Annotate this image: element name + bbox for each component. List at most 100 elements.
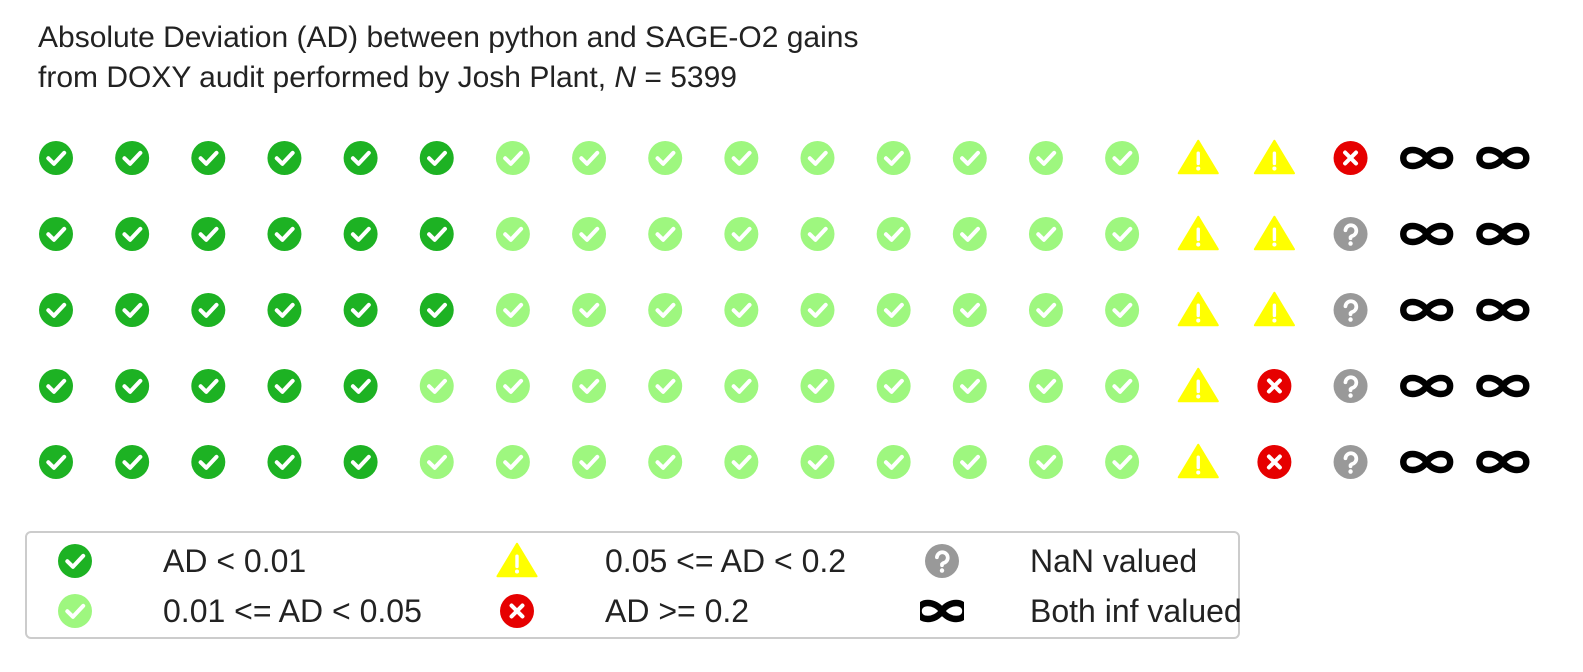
legend-entry-inf: Both inf valued: [920, 591, 1242, 631]
waffle-cell-lt_005: [1028, 369, 1063, 403]
waffle-cell-lt_001: [343, 445, 378, 479]
waffle-cell-lt_005: [800, 369, 835, 403]
waffle-cell-nan: [1333, 217, 1368, 251]
waffle-cell-ge_02: [1333, 141, 1368, 175]
legend-entry-nan: NaN valued: [920, 541, 1197, 581]
waffle-cell-lt_001: [267, 217, 302, 251]
legend-label: AD >= 0.2: [605, 593, 750, 629]
waffle-cell-lt_005: [800, 445, 835, 479]
waffle-cell-lt_005: [876, 445, 911, 479]
waffle-cell-lt_005: [800, 141, 835, 175]
waffle-cell-lt_001: [39, 369, 73, 403]
waffle-cell-lt_001: [419, 141, 454, 175]
waffle-cell-lt_001: [39, 141, 73, 175]
n-value: 5399: [670, 61, 737, 94]
legend-label: Both inf valued: [1030, 593, 1242, 629]
waffle-cell-inf: [1400, 374, 1454, 398]
waffle-cell-lt_005: [1105, 445, 1140, 479]
waffle-cell-inf: [1476, 450, 1530, 474]
legend-entry-ge_02: AD >= 0.2: [495, 591, 749, 631]
waffle-cell-inf: [1400, 298, 1454, 322]
waffle-cell-lt_001: [191, 445, 226, 479]
waffle-cell-lt_005: [1028, 293, 1063, 327]
legend-entry-lt_001: AD < 0.01: [53, 541, 306, 581]
waffle-cell-lt_001: [343, 293, 378, 327]
waffle-cell-lt_005: [1105, 217, 1140, 251]
waffle-cell-lt_005: [419, 369, 454, 403]
waffle-cell-lt_005: [724, 445, 759, 479]
waffle-cell-inf: [1476, 298, 1530, 322]
waffle-cell-lt_005: [572, 141, 607, 175]
waffle-cell-lt_001: [419, 217, 454, 251]
waffle-cell-lt_005: [495, 217, 530, 251]
waffle-cell-lt_005: [724, 217, 759, 251]
waffle-cell-lt_005: [419, 445, 454, 479]
waffle-cell-lt_005: [572, 445, 607, 479]
waffle-cell-lt_005: [724, 369, 759, 403]
waffle-cell-inf: [1400, 450, 1454, 474]
waffle-cell-lt_005: [572, 293, 607, 327]
waffle-cell-lt_005: [876, 217, 911, 251]
waffle-cell-lt_005: [724, 293, 759, 327]
waffle-cell-lt_001: [115, 369, 150, 403]
waffle-cell-lt_005: [952, 293, 987, 327]
waffle-cell-lt_005: [952, 141, 987, 175]
waffle-chart: [39, 139, 1530, 479]
waffle-cell-lt_005: [1105, 293, 1140, 327]
waffle-cell-lt_005: [572, 217, 607, 251]
title-line-2: from DOXY audit performed by Josh Plant,…: [38, 58, 858, 98]
waffle-cell-lt_02: [1177, 367, 1219, 403]
waffle-cell-lt_001: [343, 369, 378, 403]
waffle-cell-lt_02: [1177, 291, 1219, 327]
legend-label: NaN valued: [1030, 543, 1198, 579]
n-equals: =: [636, 61, 671, 94]
waffle-cell-nan: [1333, 369, 1368, 403]
waffle-cell-lt_001: [191, 141, 226, 175]
waffle-cell-lt_001: [343, 141, 378, 175]
waffle-cell-lt_005: [648, 369, 683, 403]
waffle-cell-lt_02: [1177, 139, 1219, 175]
waffle-cell-lt_005: [572, 369, 607, 403]
waffle-cell-lt_02: [1253, 139, 1295, 175]
check-circle-icon: [58, 544, 92, 578]
waffle-cell-lt_005: [495, 369, 530, 403]
chart-title: Absolute Deviation (AD) between python a…: [38, 18, 858, 98]
title-line-1: Absolute Deviation (AD) between python a…: [38, 21, 859, 54]
waffle-cell-lt_001: [343, 217, 378, 251]
waffle-cell-lt_001: [267, 445, 302, 479]
waffle-cell-lt_005: [1028, 141, 1063, 175]
waffle-cell-lt_005: [648, 293, 683, 327]
chart-legend: AD < 0.01 0.01 <= AD < 0.05 0.05 <= AD < 0…: [25, 531, 1242, 639]
waffle-cell-lt_001: [115, 141, 150, 175]
waffle-cell-lt_001: [115, 445, 150, 479]
waffle-cell-lt_001: [39, 293, 73, 327]
waffle-cell-lt_005: [952, 369, 987, 403]
x-circle-icon: [500, 594, 534, 628]
waffle-cell-inf: [1476, 146, 1530, 170]
waffle-cell-lt_02: [1177, 215, 1219, 251]
waffle-cell-lt_001: [115, 293, 150, 327]
waffle-cell-lt_005: [1028, 217, 1063, 251]
waffle-cell-nan: [1333, 293, 1368, 327]
waffle-cell-lt_001: [191, 293, 226, 327]
waffle-cell-lt_005: [495, 141, 530, 175]
waffle-cell-inf: [1476, 222, 1530, 246]
legend-label: 0.01 <= AD < 0.05: [163, 593, 422, 629]
waffle-cell-lt_005: [1105, 141, 1140, 175]
legend-label: AD < 0.01: [163, 543, 307, 579]
waffle-cell-inf: [1400, 146, 1454, 170]
waffle-cell-lt_005: [876, 141, 911, 175]
legend-entry-lt_005: 0.01 <= AD < 0.05: [53, 591, 422, 631]
waffle-cell-nan: [1333, 445, 1368, 479]
waffle-cell-lt_005: [1028, 445, 1063, 479]
waffle-cell-lt_005: [800, 217, 835, 251]
waffle-cell-ge_02: [1257, 445, 1292, 479]
waffle-cell-lt_001: [267, 293, 302, 327]
legend-label: 0.05 <= AD < 0.2: [605, 543, 847, 579]
waffle-cell-lt_005: [724, 141, 759, 175]
legend-entry-lt_02: 0.05 <= AD < 0.2: [495, 541, 846, 581]
waffle-cell-lt_005: [952, 445, 987, 479]
waffle-cell-lt_005: [876, 293, 911, 327]
n-symbol: N: [614, 61, 637, 94]
waffle-cell-lt_001: [419, 293, 454, 327]
